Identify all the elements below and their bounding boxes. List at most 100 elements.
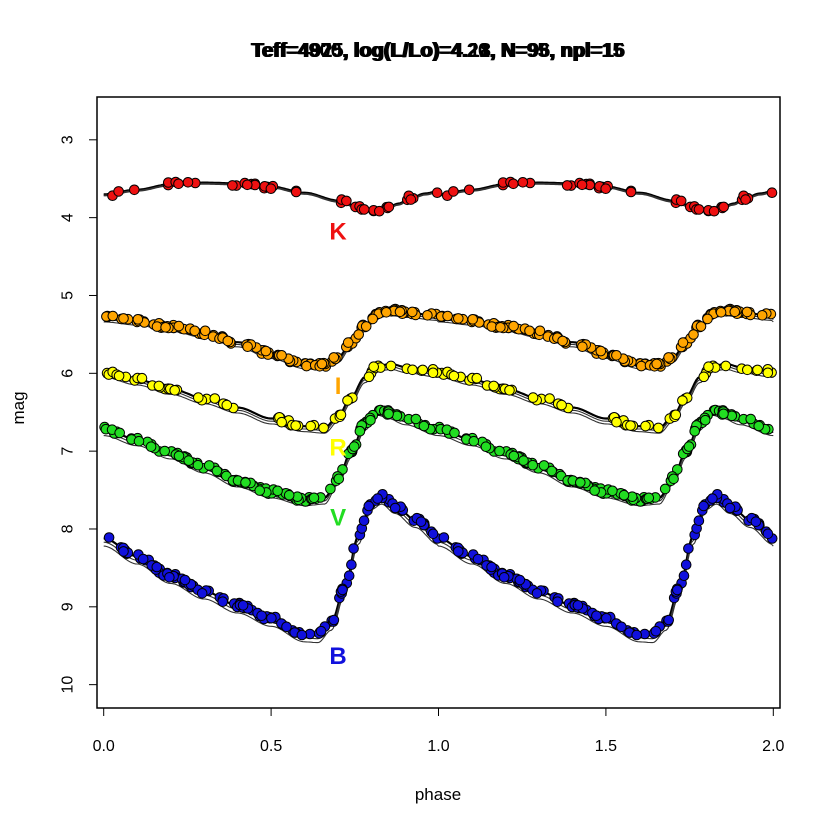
point-b [103,532,115,543]
point-v [183,455,194,466]
point-i [189,325,200,337]
point-k [129,184,140,196]
point-i [495,322,506,333]
point-b [453,546,464,557]
point-i [328,352,340,363]
point-b [601,612,612,624]
point-r [113,370,125,382]
point-i [173,320,185,332]
point-v [114,427,125,439]
chart-title-layer-1: Teff=4875, log(L/Lo)=4.21, N=93, npl=15 [251,40,624,62]
point-b [707,493,718,504]
point-r [342,395,353,406]
chart-title-layer-3: Teff=4900, log(L/Lo)=4.20, N=95, npl=15 [250,40,623,62]
point-i [636,360,647,372]
point-r [417,364,429,376]
point-v [354,425,366,437]
point-v [410,413,422,425]
point-b [266,612,277,624]
point-r [318,422,329,434]
point-r [385,360,397,372]
point-r [670,409,682,421]
point-b [498,572,510,583]
point-b [348,543,359,554]
point-r [209,393,221,404]
point-b [137,553,149,565]
point-k [374,205,385,217]
point-b [337,584,348,596]
point-v [159,445,170,457]
point-i [651,358,663,370]
point-r [653,422,664,434]
point-r [290,420,302,431]
y-tick-label: 8 [60,524,77,533]
point-k [517,177,529,188]
point-v [700,414,711,426]
model-curve-b-3 [103,503,774,644]
chart-title: Teff=4875, log(L/Lo)=4.21, N=93, npl=15 … [250,40,625,62]
point-v [689,425,701,437]
point-r [169,385,180,396]
point-b [346,559,357,571]
point-b [328,614,340,626]
y-tick-label: 9 [60,602,77,611]
point-k [600,183,612,194]
point-i [611,350,622,361]
point-v [203,460,215,471]
band-label-i: I [335,373,342,400]
point-b [372,493,383,504]
point-k [182,177,194,188]
point-r [153,380,165,392]
point-b [472,553,484,565]
point-b [486,561,497,573]
point-v [538,460,550,471]
point-r [504,385,515,396]
point-r [527,392,539,403]
point-i [508,320,519,332]
point-i [301,360,312,372]
point-b [514,574,526,586]
point-r [193,392,204,403]
point-v [348,441,360,452]
point-b [343,570,355,582]
y-tick-label: 5 [60,291,77,300]
point-k [405,194,417,205]
y-tick-label: 7 [60,447,77,456]
point-b [179,574,191,586]
band-label-b: B [329,643,346,670]
point-b [680,559,692,571]
point-r [276,416,288,428]
x-axis: 0.0 0.5 1.0 1.5 2.0 [93,707,785,755]
point-k [693,204,705,215]
point-v [468,435,480,447]
point-v [211,465,223,477]
point-k [242,179,253,191]
point-v [518,455,529,466]
point-k [740,194,751,205]
point-r [742,364,753,376]
point-r [544,393,555,404]
point-r [305,420,317,432]
point-v [753,420,765,432]
point-b [296,629,308,641]
point-i [407,306,418,318]
point-r [640,420,651,432]
point-i [756,310,768,321]
point-r [611,416,622,428]
point-v [745,413,757,425]
point-r [703,361,714,373]
x-tick-label: 1.0 [427,738,449,755]
band-label-v: V [330,504,346,531]
band-labels: K I R V B [329,219,347,670]
point-v [546,465,558,477]
point-v [173,450,185,462]
y-tick-label: 4 [60,213,77,222]
point-r [136,372,148,384]
x-tick-label: 0.5 [260,738,282,755]
point-i [132,314,144,325]
y-axis: 3 4 5 6 7 8 9 10 [60,135,98,694]
point-v [333,473,345,485]
point-i [524,325,535,337]
point-i [160,322,171,333]
point-b [531,588,543,599]
